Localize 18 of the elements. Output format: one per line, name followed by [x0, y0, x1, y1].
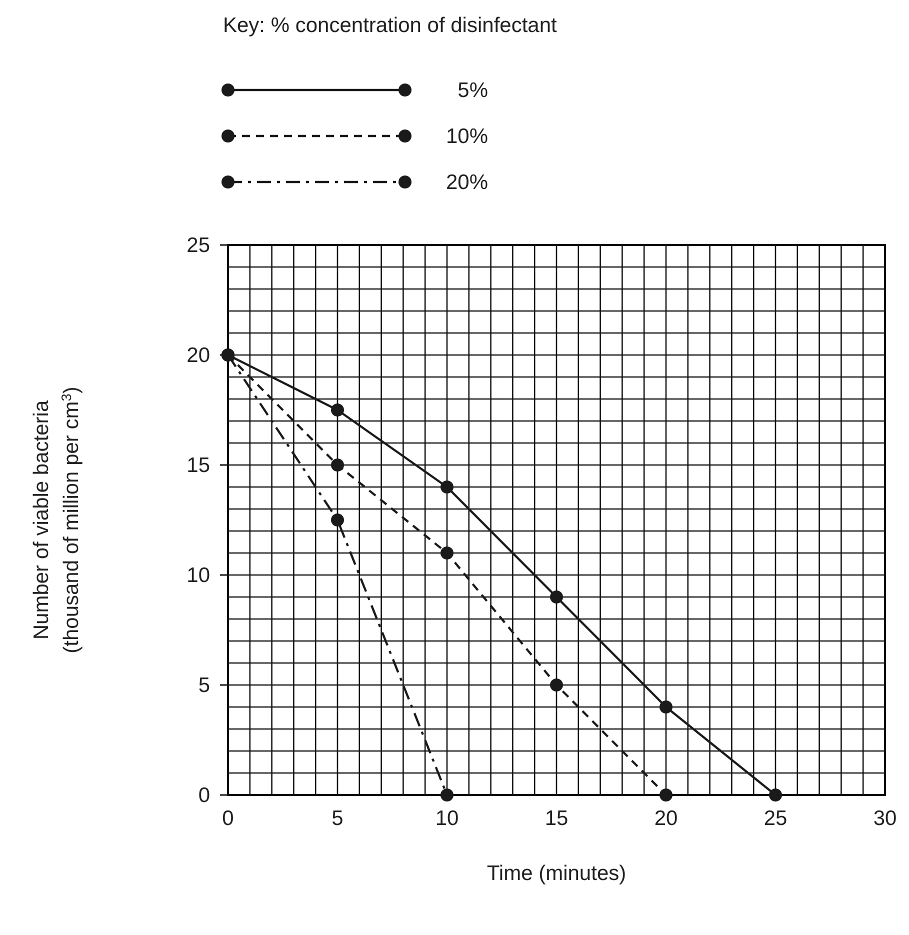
x-tick-label: 30 — [873, 807, 897, 830]
y-tick-label: 15 — [186, 454, 210, 477]
legend-label: 5% — [458, 79, 488, 102]
x-tick-label: 25 — [764, 807, 788, 830]
legend-title: Key: % concentration of disinfectant — [223, 14, 558, 37]
x-axis-title: Time (minutes) — [486, 862, 626, 885]
y-tick-label: 20 — [186, 344, 210, 367]
x-tick-label: 20 — [654, 807, 678, 830]
x-tick-label: 10 — [435, 807, 459, 830]
y-tick-label: 0 — [198, 784, 210, 807]
legend-label: 10% — [446, 125, 488, 148]
x-tick-label: 5 — [332, 807, 344, 830]
legend-label: 20% — [446, 171, 488, 194]
x-tick-label: 15 — [544, 807, 568, 830]
y-tick-label: 5 — [198, 674, 210, 697]
x-tick-label: 0 — [222, 807, 234, 830]
y-tick-label: 25 — [186, 234, 210, 257]
y-tick-label: 10 — [186, 564, 210, 587]
